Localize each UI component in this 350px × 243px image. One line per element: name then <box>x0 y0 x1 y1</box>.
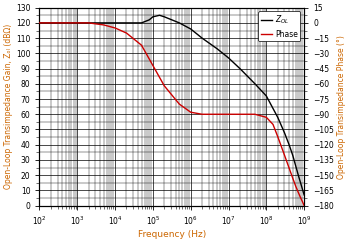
Y-axis label: Open-Loop Transimpedance Gain, Zₒₗ (dBΩ): Open-Loop Transimpedance Gain, Zₒₗ (dBΩ) <box>4 24 13 189</box>
Legend: $Z_{OL}$, Phase: $Z_{OL}$, Phase <box>258 11 300 41</box>
Y-axis label: Open-Loop Transimpedance Phase (°): Open-Loop Transimpedance Phase (°) <box>337 35 346 179</box>
X-axis label: Frequency (Hz): Frequency (Hz) <box>138 230 206 239</box>
